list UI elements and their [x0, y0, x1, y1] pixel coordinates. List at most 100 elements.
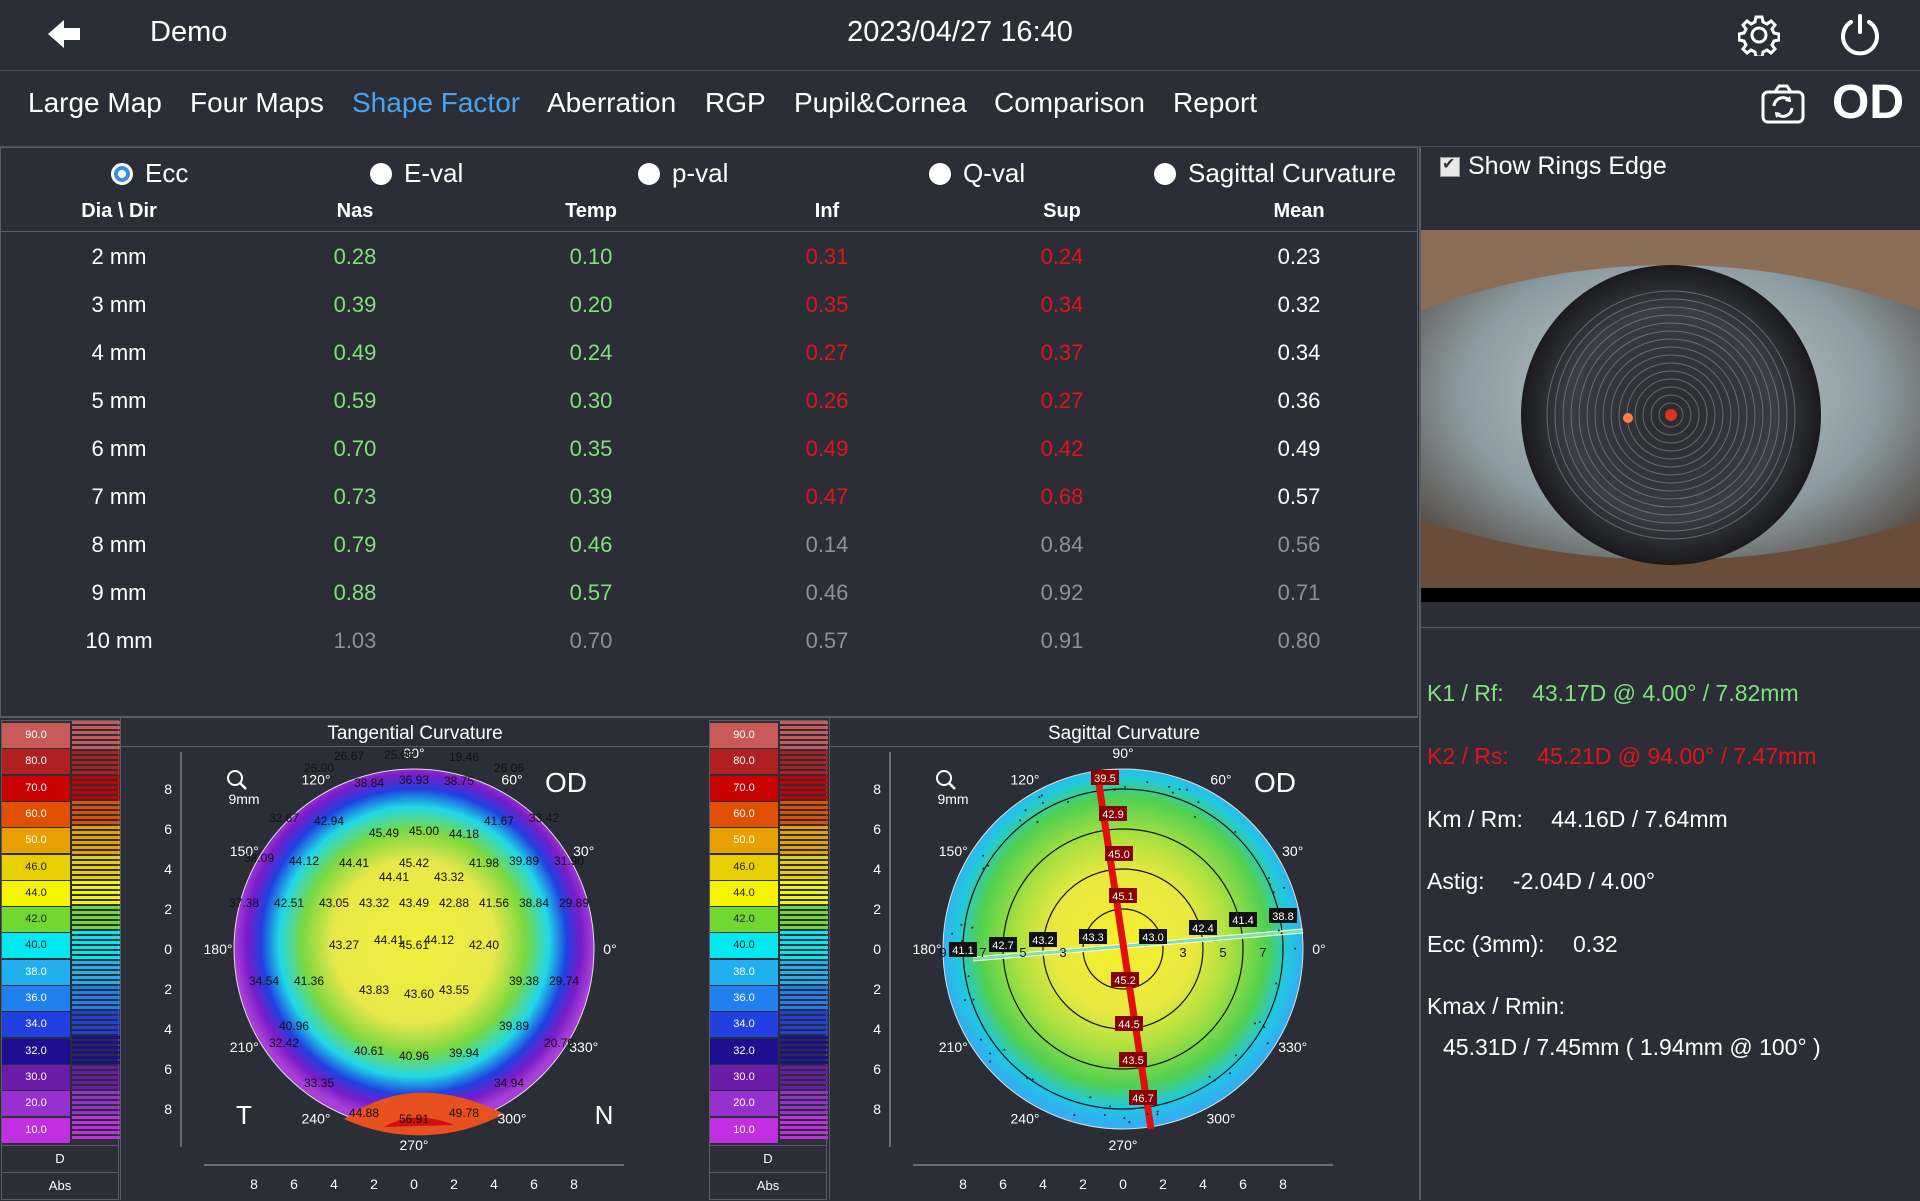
x-tick-label: 4 — [330, 1176, 338, 1192]
curvature-value: 41.56 — [479, 896, 509, 910]
texture-dot — [1128, 1121, 1130, 1123]
x-tick-label: 6 — [999, 1176, 1007, 1192]
y-tick-label: 2 — [873, 901, 881, 917]
col-header-dia-dir: Dia \ Dir — [19, 200, 219, 223]
y-tick-label: 4 — [873, 1021, 881, 1037]
radio-label: Q-val — [963, 158, 1025, 189]
sagittal-curvature-map[interactable]: 8 8 6 6 4 4 2 2 0 0 2 2 4 4 6 6 8 8 90° 60° 30° 0° 330° 300° 270… — [829, 747, 1418, 1200]
table-cell: 0.24 — [962, 244, 1162, 270]
show-rings-edge-checkbox[interactable]: Show Rings Edge — [1440, 152, 1667, 181]
table-cell: 0.91 — [962, 628, 1162, 654]
col-header-mean: Mean — [1199, 200, 1399, 223]
texture-dot — [1168, 786, 1170, 788]
radio-e-val[interactable]: E-val — [370, 158, 463, 189]
texture-dot — [961, 940, 963, 942]
texture-dot — [1042, 802, 1044, 804]
curvature-value: 37.38 — [229, 896, 259, 910]
table-cell: 0.49 — [1199, 436, 1399, 462]
x-tick-label: 8 — [1279, 1176, 1287, 1192]
scale-value: 46.0 — [2, 855, 70, 880]
table-cell: 0.70 — [255, 436, 455, 462]
y-tick-label: 6 — [164, 821, 172, 837]
temporal-label: T — [236, 1100, 252, 1130]
eye-photo — [1421, 230, 1920, 602]
km-row: Km / Rm: 44.16D / 7.64mm — [1427, 806, 1728, 833]
curvature-value: 43.2 — [1032, 935, 1053, 947]
y-tick-label: 4 — [164, 1021, 172, 1037]
curvature-value: 39.89 — [499, 1019, 529, 1033]
table-cell: 0.70 — [491, 628, 691, 654]
table-cell: 0.42 — [962, 436, 1162, 462]
texture-dot — [960, 924, 962, 926]
radio-sagittal-curvature[interactable]: Sagittal Curvature — [1154, 158, 1396, 189]
angle-label: 270° — [1109, 1137, 1138, 1153]
scale-value: 32.0 — [2, 1039, 70, 1064]
curvature-value: 31.90 — [554, 854, 584, 868]
tab-aberration[interactable]: Aberration — [547, 87, 676, 119]
texture-dot — [1003, 1049, 1005, 1051]
table-cell: 0.57 — [491, 580, 691, 606]
table-cell: 0.59 — [255, 388, 455, 414]
texture-dot — [1123, 1117, 1125, 1119]
zoom-level: 9mm — [937, 791, 968, 807]
tab-comparison[interactable]: Comparison — [994, 87, 1145, 119]
eye-side-label: OD — [1832, 75, 1904, 130]
texture-dot — [964, 999, 966, 1001]
ecc-label: Ecc (3mm): — [1427, 931, 1545, 958]
table-cell: 0.37 — [962, 340, 1162, 366]
curvature-value: 26.67 — [334, 749, 364, 763]
texture-dot — [1294, 948, 1296, 950]
tab-shape-factor[interactable]: Shape Factor — [352, 87, 520, 119]
angle-label: 270° — [400, 1137, 429, 1153]
table-cell: 0.92 — [962, 580, 1162, 606]
scale-value: 70.0 — [2, 776, 70, 801]
scale-mode: Abs — [2, 1172, 118, 1199]
table-cell: 0.32 — [1199, 292, 1399, 318]
angle-label: 30° — [1282, 843, 1303, 859]
scale-value: 80.0 — [710, 749, 778, 774]
curvature-value: 41.98 — [469, 856, 499, 870]
scale-value: 90.0 — [710, 723, 778, 748]
km-value: 44.16D / 7.64mm — [1551, 806, 1727, 832]
scale-value: 36.0 — [710, 986, 778, 1011]
camera-switch-icon[interactable] — [1760, 82, 1806, 126]
texture-dot — [982, 855, 984, 857]
table-cell: 0.26 — [727, 388, 927, 414]
radio-q-val[interactable]: Q-val — [929, 158, 1025, 189]
radio-unselected-icon — [929, 163, 951, 185]
power-icon[interactable] — [1838, 12, 1882, 56]
tab-large-map[interactable]: Large Map — [28, 87, 162, 119]
scale-value: 46.0 — [710, 855, 778, 880]
curvature-value: 49.78 — [449, 1106, 479, 1120]
tangential-curvature-map[interactable]: 8 8 6 6 4 4 2 2 0 0 2 2 4 4 6 6 8 8 90° 60° 30° 0° 330° 300° 270… — [120, 747, 709, 1200]
table-cell: 0.84 — [962, 532, 1162, 558]
kmax-value: 45.31D / 7.45mm ( 1.94mm @ 100° ) — [1443, 1034, 1821, 1061]
scale-value: 44.0 — [710, 881, 778, 906]
gear-icon[interactable] — [1738, 14, 1780, 56]
texture-dot — [1036, 821, 1038, 823]
ring-number: 5 — [1019, 945, 1026, 960]
radio-p-val[interactable]: p-val — [638, 158, 728, 189]
color-scale-right: 90.0 80.0 70.0 60.0 50.0 46.0 44.0 42.0 40.0 38.0… — [709, 720, 827, 1200]
curvature-value: 46.7 — [1132, 1093, 1153, 1105]
curvature-value: 38.84 — [519, 896, 549, 910]
curvature-value: 41.4 — [1232, 915, 1253, 927]
col-header-temp: Temp — [491, 200, 691, 223]
curvature-value: 44.41 — [339, 856, 369, 870]
tab-four-maps[interactable]: Four Maps — [190, 87, 324, 119]
radio-ecc[interactable]: Ecc — [111, 158, 188, 189]
tab-rgp[interactable]: RGP — [705, 87, 766, 119]
texture-dot — [1229, 1072, 1231, 1074]
curvature-value: 43.60 — [404, 987, 434, 1001]
tab-report[interactable]: Report — [1173, 87, 1257, 119]
km-label: Km / Rm: — [1427, 806, 1523, 833]
tab-pupil-cornea[interactable]: Pupil&Cornea — [794, 87, 967, 119]
texture-dot — [1278, 930, 1280, 932]
texture-dot — [1038, 796, 1040, 798]
curvature-value: 42.88 — [439, 896, 469, 910]
angle-label: 60° — [1210, 771, 1231, 787]
row-diameter: 3 mm — [19, 292, 219, 318]
checkbox-checked-icon — [1440, 157, 1460, 177]
curvature-value: 33.42 — [529, 811, 559, 825]
curvature-value: 43.32 — [434, 870, 464, 884]
